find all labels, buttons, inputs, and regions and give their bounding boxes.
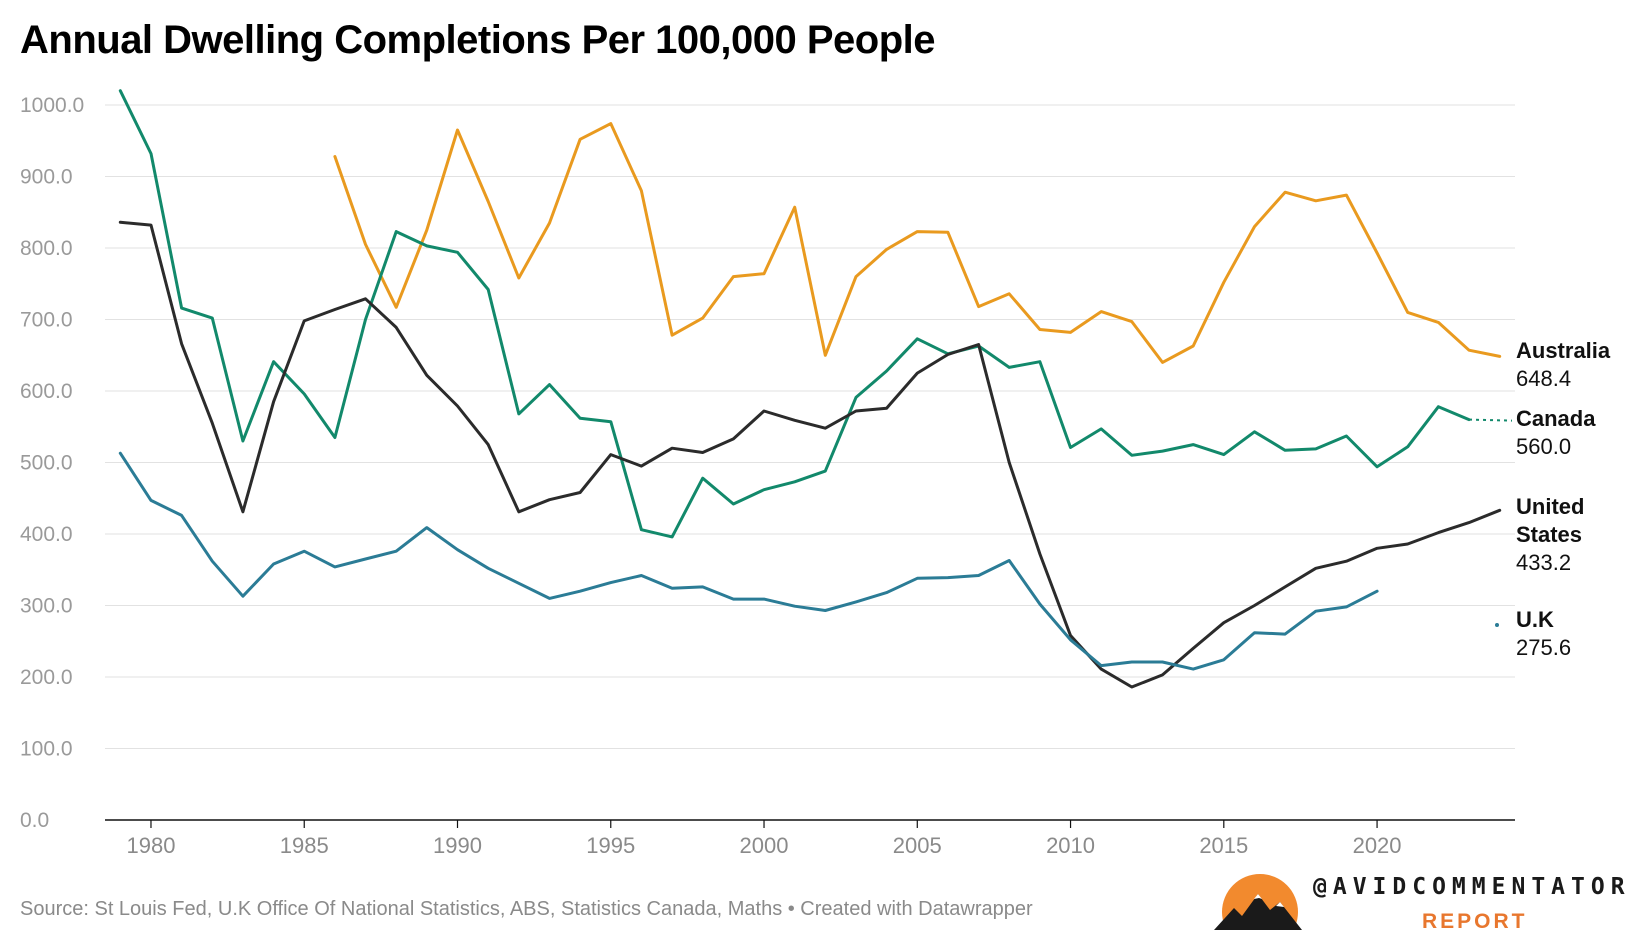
source-note: Source: St Louis Fed, U.K Office Of Nati… (20, 898, 1033, 920)
y-tick-label: 200.0 (20, 666, 73, 689)
chart-title: Annual Dwelling Completions Per 100,000 … (20, 18, 936, 62)
brand-logo: @AVIDCOMMENTATOR REPORT (1210, 868, 1631, 945)
series-line-australia (333, 122, 1502, 364)
series-label-name: United (1516, 494, 1584, 519)
series-label-name: States (1516, 522, 1582, 547)
series-line-u-k (118, 451, 1379, 671)
series-label-name: Australia (1516, 338, 1611, 363)
x-tick-label: 2020 (1353, 833, 1402, 858)
series-label-value: 275.6 (1516, 635, 1571, 660)
series-lines (118, 89, 1513, 689)
x-tick-label: 1985 (280, 833, 329, 858)
grid-lines (105, 104, 1515, 821)
y-tick-label: 800.0 (20, 237, 73, 260)
series-label-value: 560.0 (1516, 434, 1571, 459)
x-axis-ticks: 1980 1985 1990 1995 2000 2005 2010 2015 2020 (127, 820, 1402, 858)
y-tick-label: 0.0 (20, 809, 49, 832)
x-tick-label: 2005 (893, 833, 942, 858)
series-line-canada (118, 89, 1471, 539)
y-tick-label: 700.0 (20, 309, 73, 332)
x-tick-label: 1980 (127, 833, 176, 858)
series-label-name: U.K (1516, 607, 1554, 632)
y-tick-label: 100.0 (20, 738, 73, 761)
x-tick-label: 2000 (740, 833, 789, 858)
mountain-sun-logo-icon (1210, 874, 1310, 945)
x-tick-label: 1995 (586, 833, 635, 858)
y-axis-ticks: 0.0 100.0 200.0 300.0 400.0 500.0 600.0 700.0 80… (20, 94, 84, 832)
logo-handle: @AVIDCOMMENTATOR (1313, 874, 1631, 900)
y-tick-label: 500.0 (20, 452, 73, 475)
canada-label-connector (1468, 418, 1513, 422)
x-tick-label: 2015 (1199, 833, 1248, 858)
y-tick-label: 300.0 (20, 595, 73, 618)
y-tick-label: 900.0 (20, 166, 73, 189)
series-end-labels: Australia 648.4 Canada 560.0 United States 433… (1516, 338, 1611, 660)
series-line-united-states (118, 220, 1502, 689)
series-label-name: Canada (1516, 406, 1596, 431)
series-label-value: 433.2 (1516, 550, 1571, 575)
x-tick-label: 2010 (1046, 833, 1095, 858)
x-tick-label: 1990 (433, 833, 482, 858)
series-label-value: 648.4 (1516, 366, 1571, 391)
logo-report: REPORT (1422, 910, 1528, 933)
uk-label-marker (1495, 623, 1499, 627)
y-tick-label: 1000.0 (20, 94, 84, 117)
y-tick-label: 400.0 (20, 523, 73, 546)
y-tick-label: 600.0 (20, 380, 73, 403)
